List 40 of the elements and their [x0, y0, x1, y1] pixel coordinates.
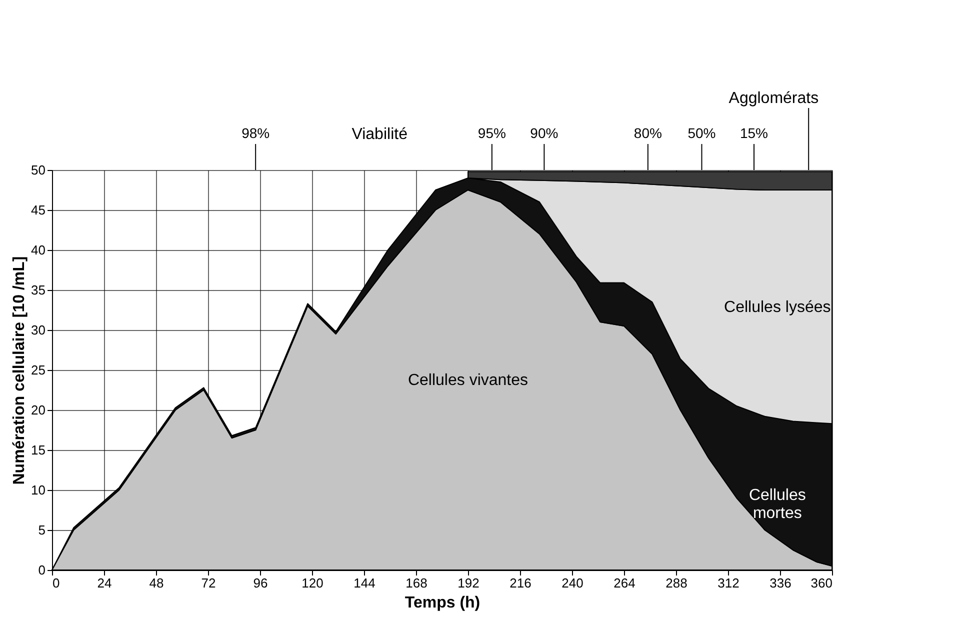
x-tick-label: 216	[510, 576, 532, 590]
x-tick-label: 24	[97, 576, 112, 590]
x-tick-label: 48	[149, 576, 164, 590]
text: Viabilité	[352, 126, 408, 143]
y-tick-label: 30	[31, 322, 46, 338]
text: 95%	[478, 125, 506, 141]
x-tick-label: 240	[562, 576, 584, 590]
x-tick-label: 96	[253, 576, 268, 590]
x-tick-label: 360	[810, 576, 832, 590]
x-tick-label: 120	[302, 576, 324, 590]
y-tick-label: 40	[31, 242, 46, 258]
text: 50%	[688, 125, 716, 141]
y-tick-label: 10	[31, 482, 46, 498]
x-tick-label: 336	[770, 576, 792, 590]
series-label: Cellules lysées	[724, 298, 831, 316]
series-label: Cellules mortes	[748, 486, 806, 522]
x-tick-label: 168	[406, 576, 428, 590]
x-tick-label: 144	[354, 576, 376, 590]
x-tick-label: 72	[201, 576, 216, 590]
series-label: Cellules vivantes	[408, 372, 528, 389]
x-tick-label: 288	[666, 576, 688, 590]
x-tick-label: 264	[614, 576, 636, 590]
y-tick-label: 25	[31, 362, 46, 378]
y-tick-label: 0	[38, 562, 46, 578]
x-tick-label: 192	[458, 576, 480, 590]
text: 80%	[634, 125, 662, 141]
y-tick-label: 35	[31, 282, 46, 298]
text: 98%	[242, 125, 270, 141]
text: 15%	[740, 125, 768, 141]
x-tick-label: 312	[718, 576, 740, 590]
y-axis-title: Numération cellulaire [10 /mL]	[11, 256, 28, 485]
text: Agglomérats	[728, 90, 819, 107]
y-tick-label: 50	[31, 162, 46, 178]
x-axis-title: Temps (h)	[404, 594, 480, 612]
x-tick-label: 0	[52, 576, 60, 590]
y-tick-label: 20	[31, 402, 46, 418]
text: 90%	[530, 125, 558, 141]
y-tick-label: 15	[31, 442, 46, 458]
y-tick-label: 45	[31, 202, 46, 218]
y-tick-label: 5	[38, 522, 46, 538]
